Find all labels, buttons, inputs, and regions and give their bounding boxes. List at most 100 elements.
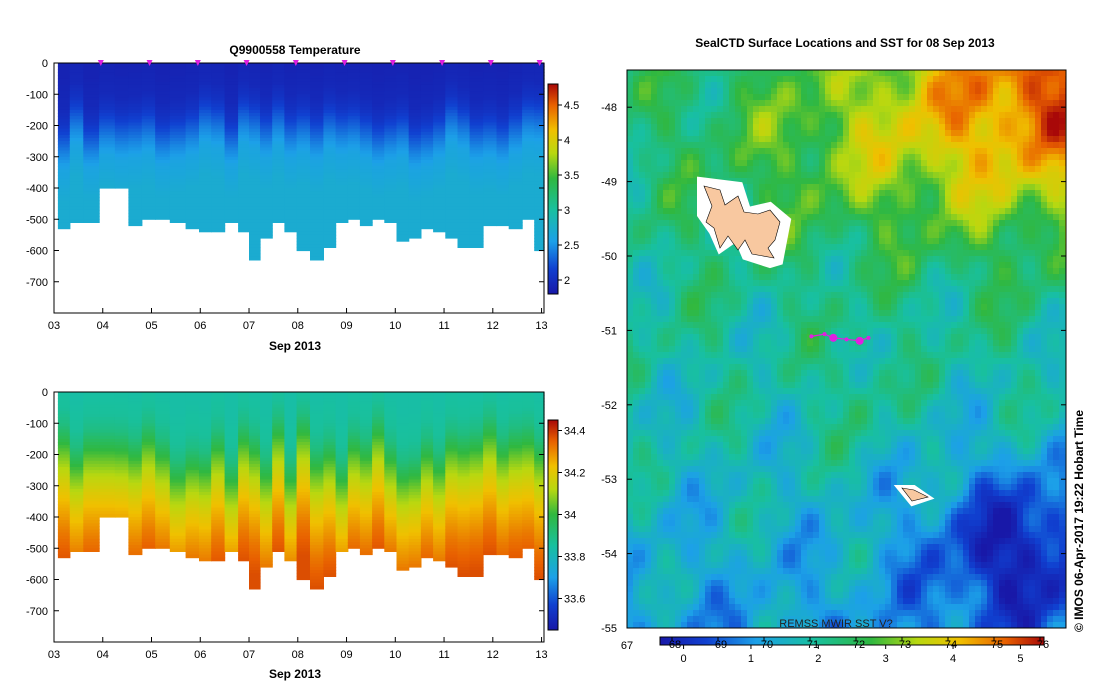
profile-cell [238, 78, 250, 83]
profile-cell [69, 401, 84, 406]
profile-cell [296, 395, 311, 399]
profile-cell [272, 476, 285, 481]
profile-cell [445, 404, 459, 409]
profile-cell [238, 492, 250, 496]
profile-cell [249, 401, 261, 406]
profile-cell [469, 203, 484, 208]
profile-cell [99, 88, 116, 92]
profile-cell [433, 435, 446, 440]
profile-cell [496, 526, 510, 531]
sst-cell [687, 70, 694, 77]
profile-cell [169, 213, 187, 217]
profile-cell [83, 420, 100, 424]
profile-cell [185, 410, 200, 415]
profile-cell [457, 122, 471, 127]
profile-cell [384, 448, 398, 452]
profile-cell [372, 84, 385, 89]
sst-cell [777, 130, 784, 137]
sst-cell [903, 118, 910, 125]
profile-cell [57, 535, 71, 540]
profile-cell [420, 435, 434, 440]
sst-cell [669, 76, 676, 83]
profile-cell [396, 219, 410, 223]
profile-cell [57, 94, 71, 98]
profile-cell [99, 141, 116, 145]
profile-cell [483, 488, 498, 493]
profile-cell [359, 72, 373, 77]
surface-marker [536, 60, 543, 66]
profile-cell [384, 103, 398, 108]
profile-cell [310, 88, 324, 92]
sst-cell [957, 100, 964, 107]
profile-cell [384, 184, 398, 189]
profile-cell [155, 156, 171, 161]
profile-cell [57, 219, 71, 223]
profile-cell [396, 485, 410, 490]
profile-cell [128, 504, 143, 509]
sst-cell [1011, 82, 1018, 89]
profile-cell [534, 495, 545, 499]
profile-cell [323, 213, 337, 217]
profile-cell [483, 156, 498, 161]
profile-cell [249, 557, 261, 562]
profile-cell [457, 413, 471, 418]
profile-cell [284, 75, 298, 80]
sst-cell [897, 124, 904, 131]
sst-cell [645, 94, 652, 101]
profile-cell [522, 423, 535, 427]
profile-cell [57, 100, 71, 105]
profile-cell [260, 147, 273, 152]
profile-cell [310, 81, 324, 86]
profile-cell [496, 545, 510, 549]
profile-cell [114, 501, 129, 506]
sst-cell [957, 124, 964, 131]
profile-cell [224, 535, 239, 540]
sst-cell [837, 124, 844, 131]
profile-cell [445, 457, 459, 462]
profile-cell [83, 395, 100, 399]
profile-cell [260, 557, 273, 562]
profile-cell [57, 442, 71, 446]
profile-cell [272, 125, 285, 130]
profile-cell [99, 429, 116, 434]
profile-cell [224, 407, 239, 412]
profile-cell [310, 172, 324, 177]
profile-cell [57, 213, 71, 217]
profile-cell [224, 103, 239, 108]
profile-cell [420, 184, 434, 189]
profile-cell [508, 401, 523, 406]
profile-cell [469, 138, 484, 142]
profile-cell [83, 75, 100, 80]
profile-cell [534, 191, 545, 195]
sst-cell [759, 118, 766, 125]
profile-cell [272, 495, 285, 499]
profile-cell [155, 398, 171, 402]
profile-cell [433, 392, 446, 396]
profile-cell [445, 557, 459, 562]
sst-cell [633, 112, 640, 119]
profile-cell [141, 529, 156, 534]
sst-cell [903, 94, 910, 101]
profile-cell [420, 141, 434, 145]
profile-cell [408, 100, 422, 105]
sst-cell [627, 106, 634, 113]
profile-cell [483, 219, 498, 223]
profile-cell [99, 473, 116, 477]
sst-cell [891, 106, 898, 113]
profile-cell [396, 153, 410, 158]
profile-cell [99, 113, 116, 117]
sst-cell [705, 94, 712, 101]
profile-cell [284, 119, 298, 123]
profile-cell [323, 100, 337, 105]
profile-cell [224, 66, 239, 70]
sst-cell [651, 124, 658, 131]
sst-cell [705, 106, 712, 113]
profile-cell [141, 206, 156, 211]
sst-cell [867, 100, 874, 107]
profile-cell [272, 134, 285, 139]
profile-cell [169, 163, 187, 167]
sst-cell [891, 112, 898, 119]
sst-cell [981, 130, 988, 137]
sst-cell [759, 100, 766, 107]
sst-cell [843, 118, 850, 125]
